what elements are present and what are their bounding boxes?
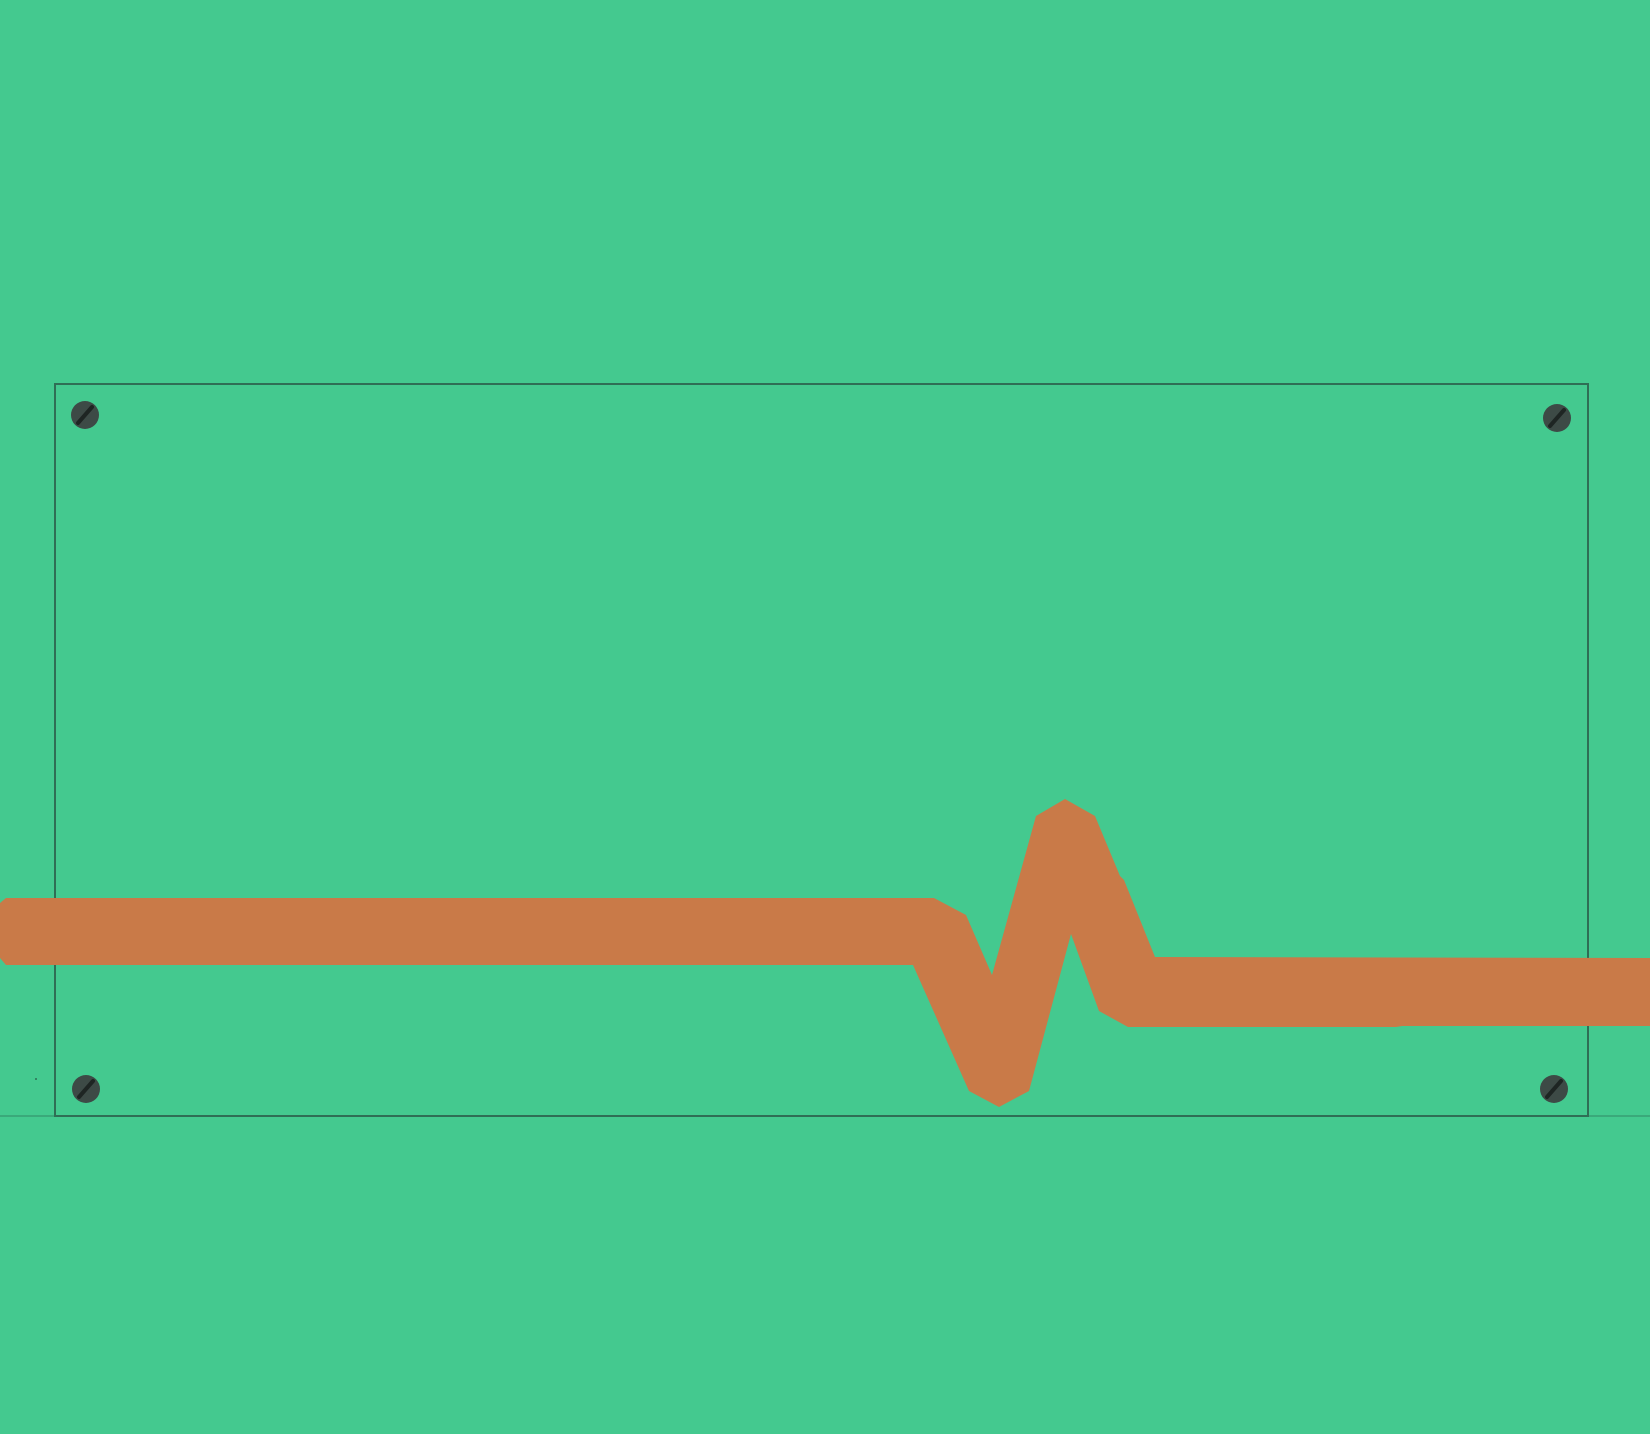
panel-outline: [54, 383, 1589, 1117]
pulse-path: [0, 799, 1650, 1107]
screw-icon: [1543, 404, 1571, 432]
screw-icon: [71, 401, 99, 429]
screw-icon: [72, 1075, 100, 1103]
speck-dot: [35, 1078, 37, 1080]
screw-icon: [1540, 1075, 1568, 1103]
